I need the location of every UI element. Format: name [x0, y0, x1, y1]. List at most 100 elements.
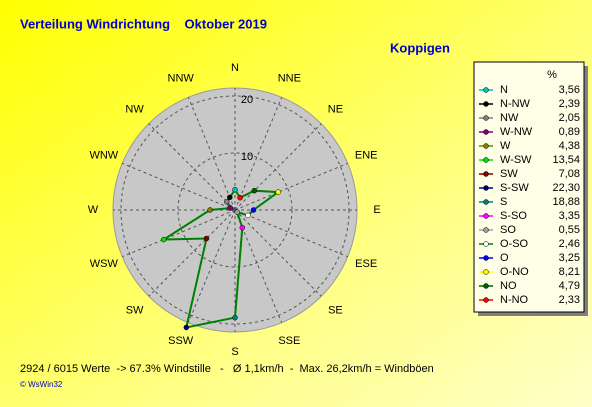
legend-name: W-NW [500, 126, 533, 138]
point-marker [275, 189, 281, 195]
r-tick-label: 20 [241, 94, 253, 106]
point-marker [227, 194, 233, 201]
legend-value: 4,38 [559, 140, 580, 152]
legend-marker [483, 255, 489, 261]
direction-label: SSW [168, 335, 194, 347]
grid-ring [177, 152, 293, 268]
spoke [148, 123, 236, 211]
legend-marker [483, 185, 489, 191]
point-marker [250, 207, 257, 213]
legend-value: 3,35 [559, 210, 580, 222]
legend-title: % [547, 69, 557, 81]
legend-marker [483, 143, 489, 149]
spoke [148, 209, 236, 297]
point-marker [223, 198, 230, 205]
legend-name: N-NO [500, 294, 529, 306]
legend-name: W-SW [500, 154, 532, 166]
legend-name: SW [500, 168, 518, 180]
legend-name: SO [500, 224, 516, 236]
legend-value: 13,54 [552, 154, 580, 166]
legend-value: 22,30 [552, 182, 580, 194]
point-marker [234, 209, 240, 215]
legend-name: S-SO [500, 210, 527, 222]
legend-name: O-SO [500, 238, 529, 250]
point-marker [237, 194, 243, 201]
legend-name: N-NW [500, 98, 531, 110]
point-marker [207, 207, 213, 213]
point-marker [160, 236, 167, 243]
legend-name: NO [500, 280, 517, 292]
direction-label: SW [126, 304, 144, 316]
point-marker [227, 205, 234, 211]
point-marker [251, 187, 258, 194]
legend-marker [483, 101, 489, 107]
legend-marker [483, 87, 489, 93]
point-marker [232, 314, 238, 321]
spoke [234, 209, 348, 258]
direction-label: NW [125, 103, 144, 115]
legend-marker [483, 171, 489, 177]
direction-label: NNW [168, 73, 195, 85]
spoke [234, 162, 348, 211]
spoke [187, 97, 236, 211]
direction-label: W [88, 204, 99, 216]
spoke [122, 209, 236, 258]
direction-label: ENE [355, 150, 378, 162]
spoke [187, 209, 236, 323]
point-marker [239, 224, 246, 231]
direction-label: WNW [89, 150, 118, 162]
legend-value: 2,39 [559, 98, 580, 110]
legend-marker [483, 213, 489, 219]
legend-marker [483, 115, 489, 121]
chart-title: Verteilung Windrichtung Oktober 2019 [20, 16, 267, 31]
legend-value: 3,56 [559, 84, 580, 96]
legend-name: NW [500, 112, 519, 124]
legend-value: 8,21 [559, 266, 580, 278]
legend-value: 0,89 [559, 126, 580, 138]
legend-marker [483, 129, 489, 135]
direction-label: ESE [355, 258, 377, 270]
point-marker [183, 324, 190, 331]
direction-label: NNE [278, 73, 301, 85]
legend-value: 4,79 [559, 280, 580, 292]
legend-marker [483, 199, 489, 205]
credit: © WsWin32 [20, 380, 63, 389]
legend-value: 3,25 [559, 252, 580, 264]
spoke [234, 209, 322, 297]
direction-label: E [373, 204, 380, 216]
point-marker [203, 235, 210, 242]
direction-label: N [231, 62, 239, 74]
legend-name: W [500, 140, 511, 152]
legend-marker [483, 269, 489, 275]
legend-name: S-SW [500, 182, 529, 194]
legend-value: 2,05 [559, 112, 580, 124]
legend-value: 2,33 [559, 294, 580, 306]
spoke [234, 123, 322, 211]
direction-label: S [231, 346, 238, 358]
grid-ring [120, 95, 350, 325]
legend-value: 18,88 [552, 196, 580, 208]
r-tick-label: 10 [241, 151, 253, 163]
direction-label: SE [328, 304, 343, 316]
legend-value: 0,55 [559, 224, 580, 236]
spoke [234, 97, 283, 211]
legend-marker [483, 241, 489, 247]
chart-subtitle: Koppigen [390, 40, 450, 55]
direction-label: SSE [278, 335, 300, 347]
annotation: 2924 / 6015 Werte -> 67.3% Windstille - … [20, 363, 434, 375]
legend-marker [483, 283, 489, 289]
direction-label: WSW [90, 258, 119, 270]
legend-marker [483, 297, 489, 303]
point-marker [232, 186, 238, 193]
legend-name: O [500, 252, 509, 264]
direction-label: NE [328, 103, 343, 115]
spoke [122, 162, 236, 211]
point-marker [245, 212, 251, 219]
legend-marker [483, 227, 489, 233]
legend-marker [483, 157, 489, 163]
legend-value: 2,46 [559, 238, 580, 250]
legend-value: 7,08 [559, 168, 580, 180]
legend-name: O-NO [500, 266, 529, 278]
legend-name: S [500, 196, 507, 208]
